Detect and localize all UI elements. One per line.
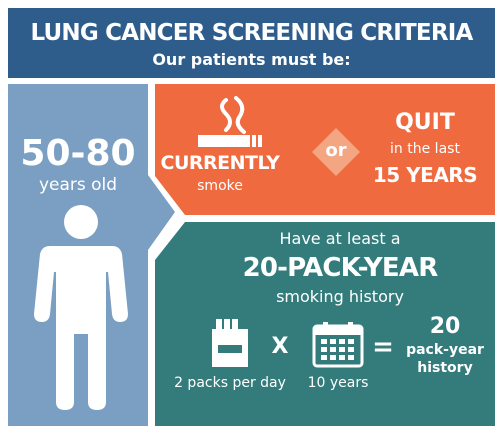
result-line2: history bbox=[417, 360, 473, 376]
pack-year-headline: 20-PACK-YEAR bbox=[242, 253, 439, 283]
multiply-sign: X bbox=[271, 334, 289, 359]
currently-sub: smoke bbox=[197, 178, 243, 194]
age-range: 50-80 bbox=[20, 133, 136, 174]
age-unit: years old bbox=[38, 175, 118, 195]
result-number: 20 bbox=[429, 314, 461, 339]
page-subtitle: Our patients must be: bbox=[152, 50, 351, 69]
pack-year-tail: smoking history bbox=[276, 287, 404, 306]
header-banner: LUNG CANCER SCREENING CRITERIA Our patie… bbox=[8, 8, 495, 78]
pack-year-intro: Have at least a bbox=[279, 229, 401, 248]
quit-label: QUIT bbox=[395, 110, 455, 135]
result-line1: pack-year bbox=[406, 342, 484, 358]
quit-sub: in the last bbox=[390, 141, 460, 157]
or-diamond bbox=[312, 128, 360, 176]
or-connector: or bbox=[325, 140, 347, 161]
currently-label: CURRENTLY bbox=[160, 152, 280, 174]
cigarette-pack-icon bbox=[212, 319, 248, 367]
quit-years: 15 YEARS bbox=[372, 163, 478, 187]
packs-per-day-label: 2 packs per day bbox=[174, 375, 286, 391]
cigarette-icon bbox=[198, 96, 262, 147]
calendar-icon bbox=[312, 322, 364, 368]
page-title: LUNG CANCER SCREENING CRITERIA bbox=[30, 20, 473, 46]
person-icon bbox=[34, 205, 128, 410]
years-label: 10 years bbox=[307, 375, 369, 391]
equals-sign: = bbox=[372, 332, 394, 362]
